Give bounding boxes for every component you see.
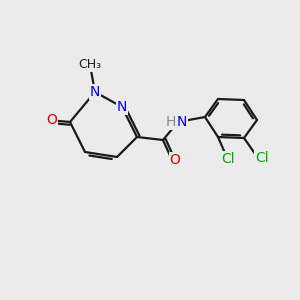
Text: CH₃: CH₃	[78, 58, 102, 71]
Text: Cl: Cl	[221, 152, 235, 166]
Text: O: O	[169, 153, 180, 167]
Text: N: N	[90, 85, 100, 99]
Text: O: O	[46, 113, 57, 127]
Text: N: N	[177, 115, 187, 129]
Text: H: H	[166, 115, 176, 129]
Text: N: N	[117, 100, 127, 114]
Text: Cl: Cl	[255, 151, 269, 165]
